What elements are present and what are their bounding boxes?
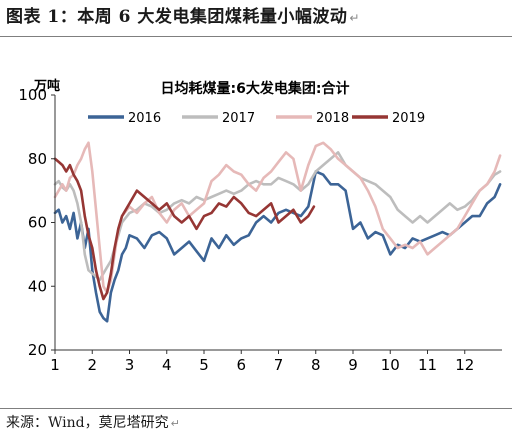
- line-chart: 日均耗煤量:6大发电集团:合计 万吨 2016 2017 2018 2019 20 40…: [18, 78, 502, 374]
- figure-source: 来源：Wind，莫尼塔研究 ↵: [6, 412, 180, 434]
- x-tick-label: 8: [311, 356, 321, 374]
- legend: 2016 2017 2018 2019: [88, 111, 425, 126]
- plot-series: [53, 141, 502, 323]
- paragraph-mark-icon: ↵: [170, 417, 180, 430]
- x-tick-label: 2: [87, 356, 97, 374]
- y-tick-label: 100: [18, 86, 47, 104]
- x-tick-label: 10: [381, 356, 400, 374]
- y-tick-label: 40: [28, 277, 47, 295]
- legend-label-2019: 2019: [392, 111, 425, 126]
- x-tick-label: 6: [236, 356, 246, 374]
- series-line-2018: [53, 141, 502, 294]
- figure-label: 图表 1：本周 6 大发电集团煤耗量小幅波动: [6, 7, 348, 27]
- y-tick-label: 20: [28, 341, 47, 359]
- legend-label-2017: 2017: [222, 111, 255, 126]
- y-tick-label: 80: [28, 150, 47, 168]
- source-label: 来源：Wind，莫尼塔研究: [6, 415, 169, 431]
- x-tick-label: 5: [199, 356, 209, 374]
- x-tick-label: 11: [418, 356, 437, 374]
- axes: [51, 94, 502, 354]
- x-tick-label: 3: [125, 356, 135, 374]
- chart-title: 日均耗煤量:6大发电集团:合计: [161, 80, 350, 97]
- bottom-rule: [0, 408, 512, 409]
- y-tick-label: 60: [28, 214, 47, 232]
- x-tick-label: 12: [455, 356, 474, 374]
- paragraph-mark-icon: ↵: [349, 11, 360, 25]
- figure-header: 图表 1：本周 6 大发电集团煤耗量小幅波动 ↵: [6, 4, 506, 30]
- series-line-2016: [53, 170, 502, 323]
- legend-label-2016: 2016: [128, 111, 161, 126]
- series-line-2019: [53, 157, 316, 301]
- x-tick-label: 4: [162, 356, 172, 374]
- x-tick-label: 9: [348, 356, 358, 374]
- x-tick-label: 7: [274, 356, 284, 374]
- top-rule: [0, 36, 512, 37]
- x-tick-label: 1: [50, 356, 60, 374]
- legend-label-2018: 2018: [316, 111, 349, 126]
- y-axis-unit-label: 万吨: [33, 78, 60, 94]
